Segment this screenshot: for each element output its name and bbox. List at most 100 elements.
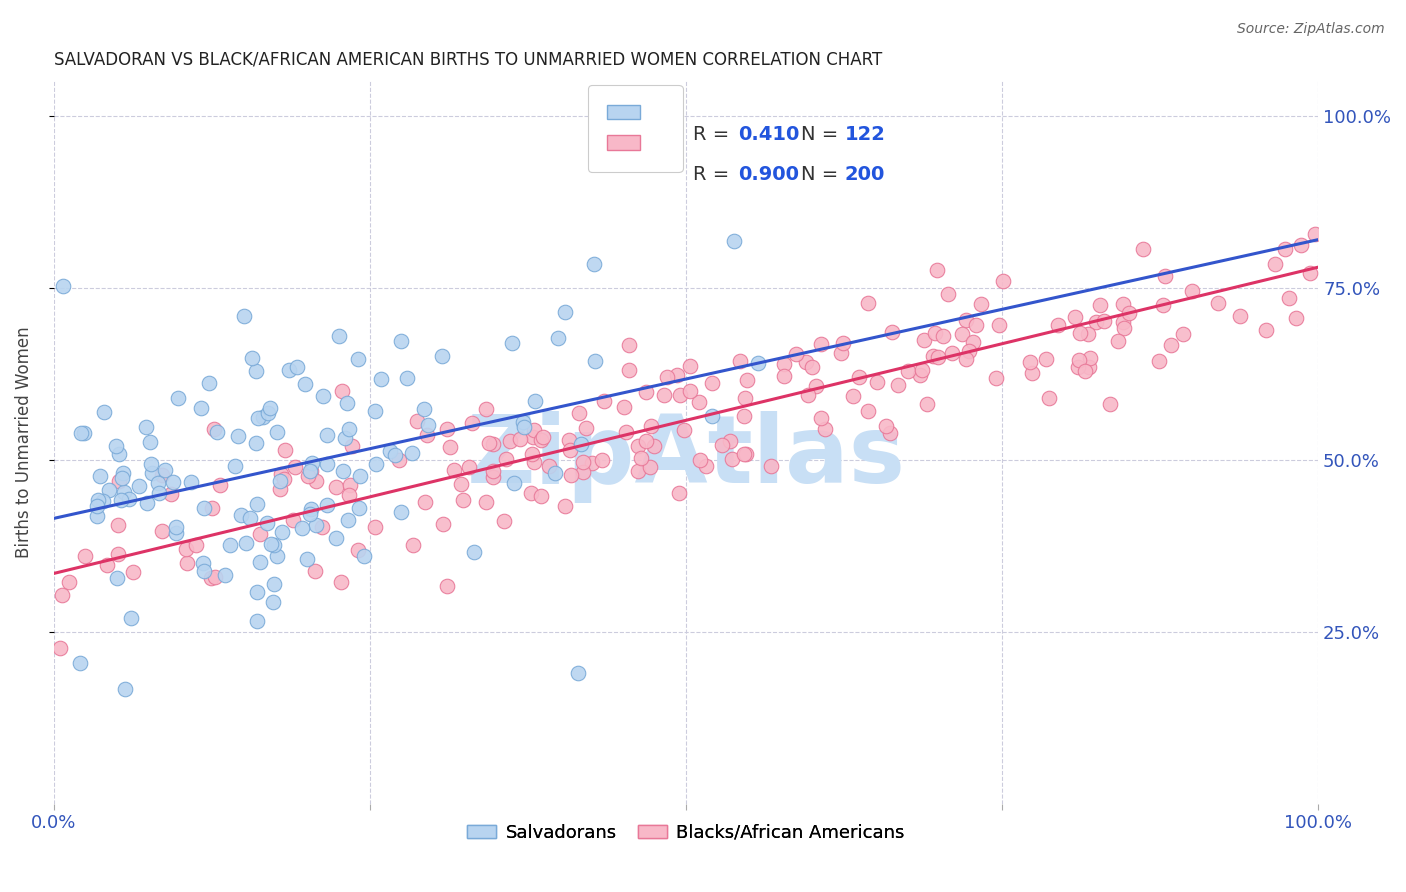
Point: [266, 425, 288, 439]
Point: [337, 422, 360, 436]
Point: [139, 435, 162, 450]
Point: [347, 500, 370, 515]
Point: [988, 318, 1011, 332]
Point: [96, 558, 118, 573]
Point: [111, 466, 134, 480]
Point: [259, 401, 281, 415]
Point: [640, 419, 662, 434]
Point: [108, 447, 131, 461]
Point: [773, 369, 796, 384]
Point: [759, 458, 782, 473]
Point: [224, 459, 246, 474]
Point: [105, 571, 128, 585]
Point: [176, 556, 198, 570]
Point: [436, 579, 458, 593]
Point: [560, 442, 582, 457]
Point: [278, 363, 301, 377]
Point: [1018, 355, 1040, 369]
Point: [499, 434, 522, 448]
Point: [593, 394, 616, 409]
Point: [136, 496, 159, 510]
Point: [583, 354, 606, 368]
Point: [1098, 396, 1121, 410]
Text: R =: R =: [693, 125, 735, 144]
Point: [235, 535, 257, 549]
Point: [246, 615, 269, 629]
Point: [1084, 315, 1107, 329]
Point: [256, 406, 278, 420]
Point: [773, 357, 796, 371]
Point: [273, 472, 295, 486]
Point: [636, 434, 658, 448]
Point: [363, 520, 385, 534]
Point: [128, 479, 150, 493]
Text: 200: 200: [845, 165, 886, 185]
Point: [512, 415, 534, 429]
Point: [186, 538, 208, 552]
Point: [1112, 297, 1135, 311]
Point: [285, 360, 308, 375]
Point: [735, 447, 758, 461]
Point: [370, 372, 392, 386]
Point: [439, 440, 461, 454]
Point: [384, 449, 406, 463]
Point: [1181, 284, 1204, 298]
Point: [1152, 298, 1174, 312]
Point: [304, 564, 326, 578]
Point: [110, 471, 132, 485]
Point: [238, 511, 260, 525]
Point: [51, 588, 73, 602]
Point: [364, 403, 387, 417]
Point: [688, 395, 710, 409]
Point: [297, 468, 319, 483]
Point: [232, 309, 254, 323]
Point: [617, 363, 640, 377]
Point: [401, 445, 423, 459]
Point: [204, 570, 226, 584]
Point: [1074, 364, 1097, 378]
Point: [135, 420, 157, 434]
Point: [298, 507, 321, 521]
Point: [1080, 351, 1102, 365]
Point: [402, 538, 425, 552]
Point: [734, 391, 756, 405]
Point: [340, 439, 363, 453]
Point: [202, 422, 225, 436]
Point: [207, 425, 229, 439]
Point: [1064, 310, 1087, 324]
Point: [249, 556, 271, 570]
Point: [89, 468, 111, 483]
Point: [461, 416, 484, 430]
Point: [830, 346, 852, 360]
Point: [1118, 306, 1140, 320]
Point: [643, 439, 665, 453]
Point: [581, 456, 603, 470]
Point: [214, 567, 236, 582]
Point: [804, 379, 827, 393]
Point: [957, 344, 980, 359]
Point: [294, 376, 316, 391]
Point: [246, 584, 269, 599]
Point: [924, 326, 946, 340]
Point: [193, 565, 215, 579]
Point: [153, 463, 176, 477]
Text: 122: 122: [845, 125, 886, 144]
Point: [353, 549, 375, 564]
Point: [965, 318, 987, 332]
Point: [627, 463, 650, 477]
Point: [718, 434, 741, 448]
Point: [986, 371, 1008, 385]
Point: [339, 487, 361, 501]
Point: [879, 425, 901, 440]
Point: [571, 455, 593, 469]
Point: [139, 457, 162, 471]
Point: [105, 439, 128, 453]
Point: [634, 385, 657, 400]
Point: [1264, 257, 1286, 271]
Point: [148, 475, 170, 490]
Point: [378, 444, 401, 458]
Point: [1154, 268, 1177, 283]
Point: [475, 402, 498, 417]
Point: [295, 551, 318, 566]
Point: [432, 516, 454, 531]
